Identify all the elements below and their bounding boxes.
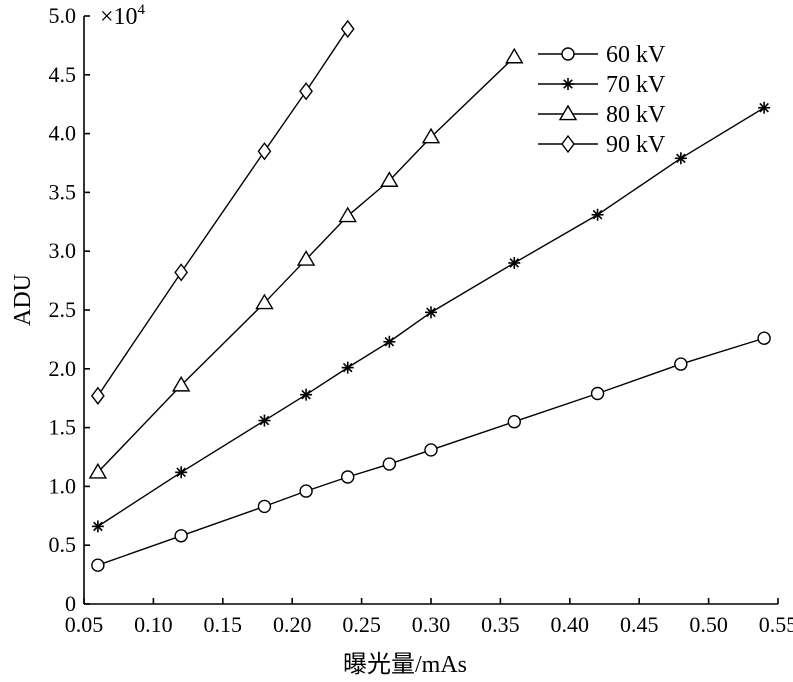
data-point: [91, 558, 105, 572]
data-point: [508, 256, 521, 269]
data-point: [258, 414, 271, 427]
x-tick-label: 0.05: [65, 612, 104, 637]
series-layer: [88, 19, 771, 572]
legend-marker: [562, 78, 574, 90]
asterisk-stroke: [259, 415, 270, 426]
data-point: [380, 171, 399, 187]
data-point: [674, 357, 688, 371]
x-tick-label: 0.20: [273, 612, 312, 637]
data-point: [91, 386, 105, 406]
legend-item: 60 kV: [538, 42, 666, 68]
legend-item: 70 kV: [538, 72, 666, 98]
series-80-kv: [88, 47, 524, 479]
y-tick-label: 2.5: [49, 297, 77, 322]
data-point: [505, 47, 524, 64]
y-tick-label: 3.5: [49, 179, 77, 204]
x-tick-label: 0.10: [134, 612, 173, 637]
data-point: [425, 306, 437, 319]
asterisk-stroke: [759, 102, 769, 113]
y-tick-label: 4.0: [49, 121, 77, 146]
series-90-kv: [91, 19, 355, 406]
data-point: [296, 250, 316, 266]
y-tick-label: 3.0: [49, 238, 77, 263]
x-tick-label: 0.25: [342, 612, 381, 637]
data-point: [299, 82, 313, 101]
y-tick-label: 4.5: [49, 62, 77, 87]
data-point: [383, 335, 396, 348]
x-tick-label: 0.35: [481, 612, 520, 637]
data-point: [174, 529, 188, 543]
legend-item: 90 kV: [538, 132, 666, 158]
y-tick-label: 2.0: [49, 356, 77, 381]
legend-label: 70 kV: [606, 72, 666, 98]
asterisk-stroke: [563, 79, 573, 89]
asterisk-stroke: [676, 153, 686, 164]
data-point: [174, 263, 189, 282]
legend-marker: [561, 47, 575, 61]
y-tick-label: 5.0: [49, 3, 77, 28]
data-point: [171, 375, 191, 392]
x-tick-label: 0.30: [412, 612, 451, 637]
legend-label: 80 kV: [606, 102, 666, 128]
asterisk-stroke: [509, 258, 520, 268]
data-point: [257, 499, 272, 514]
data-point: [674, 152, 687, 165]
asterisk-stroke: [176, 467, 186, 478]
y-multiplier-exponent: 4: [138, 2, 146, 18]
data-point: [338, 206, 357, 223]
asterisk-stroke: [384, 336, 395, 347]
asterisk-stroke: [342, 362, 353, 373]
asterisk-stroke: [592, 209, 603, 220]
legend-label: 60 kV: [606, 42, 666, 68]
y-tick-label: 1.5: [49, 415, 77, 440]
data-point: [341, 361, 354, 374]
y-multiplier-base: ×10: [100, 4, 138, 30]
legend-label: 90 kV: [606, 132, 666, 158]
x-tick-label: 0.45: [620, 612, 659, 637]
x-tick-label: 0.40: [551, 612, 590, 637]
x-tick-label: 0.55: [759, 612, 793, 637]
data-point: [300, 388, 313, 401]
asterisk-stroke: [93, 521, 103, 532]
data-point: [299, 484, 313, 498]
y-axis-multiplier: ×104: [100, 2, 146, 30]
data-point: [591, 208, 604, 221]
data-point: [424, 443, 438, 457]
data-point: [91, 520, 104, 533]
data-point: [757, 331, 771, 345]
data-point: [88, 462, 108, 479]
series-70-kv: [91, 101, 771, 533]
asterisk-stroke: [426, 307, 436, 318]
series-line: [97, 28, 349, 397]
legend-marker: [561, 134, 575, 154]
y-ticks: 0 0.5 1.0 1.5 2.0 2.5 3.0 3.5 4.0 4.5 5.0: [49, 3, 90, 616]
y-tick-label: 0.5: [49, 532, 77, 557]
y-axis-title: ADU: [10, 274, 36, 326]
x-tick-label: 0.50: [689, 612, 728, 637]
y-tick-label: 0: [65, 591, 76, 616]
x-axis-title: 曝光量/mAs: [343, 651, 467, 678]
data-point: [175, 466, 188, 479]
series-60-kv: [91, 331, 771, 572]
data-point: [341, 470, 355, 484]
y-tick-label: 1.0: [49, 473, 77, 498]
asterisk-stroke: [301, 389, 311, 400]
x-ticks: 0.05 0.10 0.15 0.20 0.25 0.30 0.35 0.40 0.45 0.50…: [65, 598, 793, 637]
data-point: [590, 386, 605, 401]
data-point: [340, 19, 355, 39]
data-point: [421, 127, 441, 144]
series-line: [97, 56, 515, 473]
legend-background: [534, 38, 650, 162]
data-point: [255, 293, 274, 310]
legend-marker: [558, 104, 578, 121]
data-point: [507, 415, 521, 429]
data-point: [257, 142, 272, 161]
data-point: [758, 101, 771, 114]
legend-item: 80 kV: [538, 102, 666, 128]
data-point: [382, 457, 397, 471]
legend: 60 kV 70 kV 80 kV 90 kV: [534, 38, 666, 162]
x-tick-label: 0.15: [204, 612, 243, 637]
